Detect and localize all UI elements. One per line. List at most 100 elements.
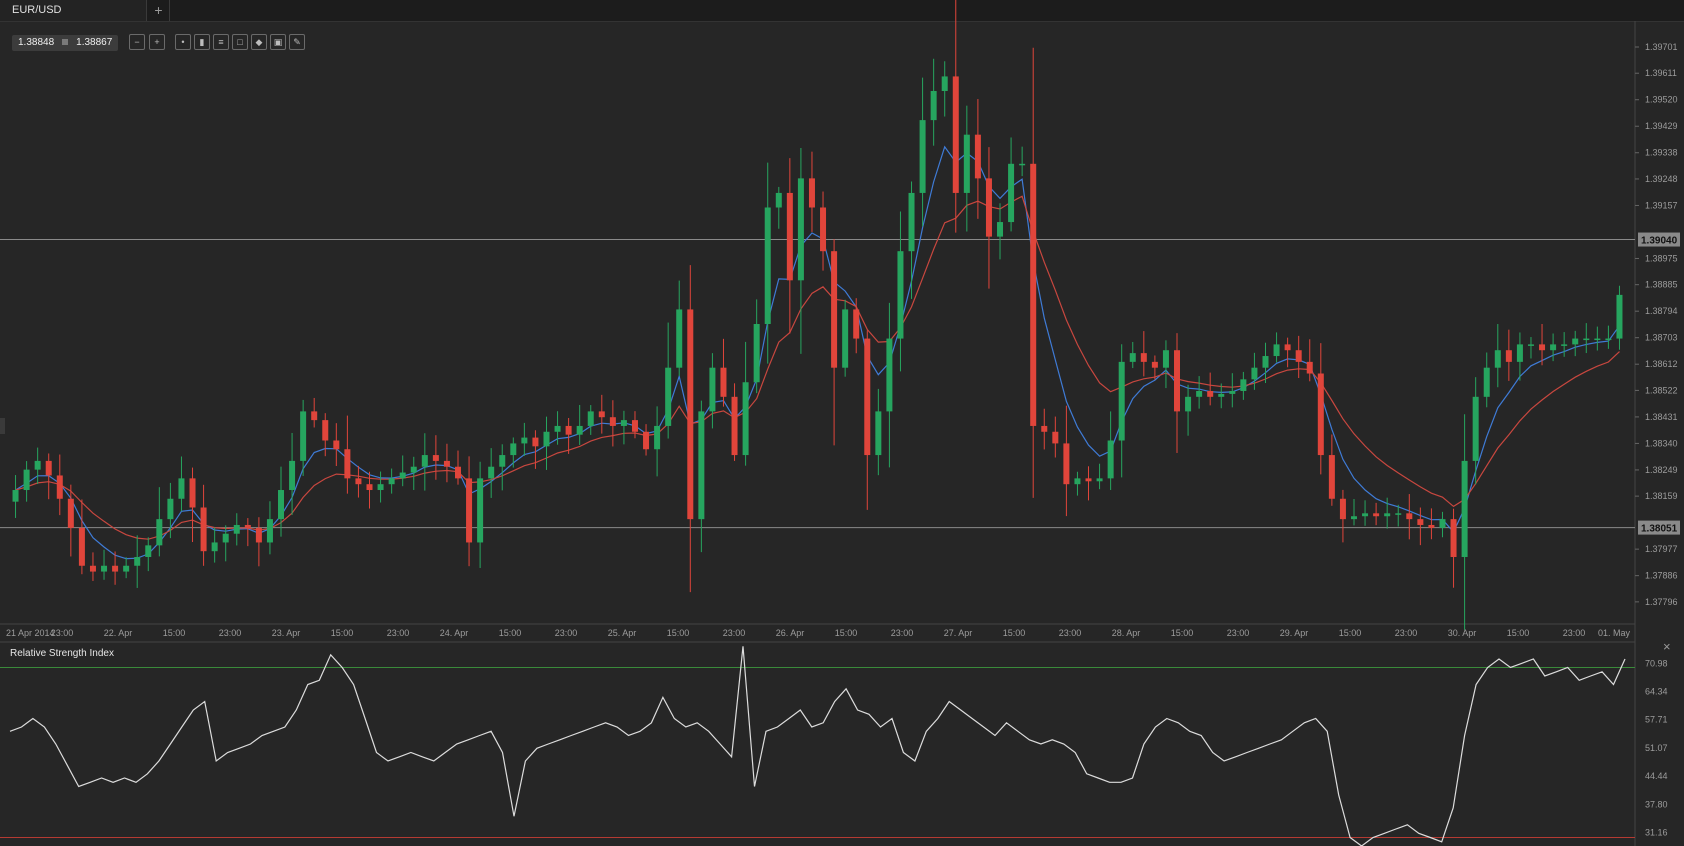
bull-candle — [1605, 338, 1612, 341]
time-tick-label: 23:00 — [219, 628, 242, 638]
bull-candle — [1008, 163, 1015, 223]
candlestick-type-icon[interactable]: ▮ — [194, 34, 210, 50]
objects-icon[interactable]: ◆ — [251, 34, 267, 50]
bear-candle — [1450, 519, 1457, 558]
rsi-tick-label: 70.98 — [1645, 658, 1668, 668]
bull-candle — [1251, 367, 1258, 380]
bull-candle — [1096, 478, 1103, 482]
bull-candle — [510, 443, 517, 456]
time-tick-label: 23:00 — [1059, 628, 1082, 638]
bull-candle — [399, 472, 406, 479]
price-line-label: 1.39040 — [1641, 236, 1678, 247]
bear-candle — [643, 431, 650, 450]
bear-candle — [565, 425, 572, 435]
bear-candle — [1306, 361, 1313, 374]
bull-candle — [1572, 338, 1579, 345]
bear-candle — [189, 478, 196, 508]
rsi-title: Relative Strength Index — [10, 648, 114, 659]
time-tick-label: 27. Apr — [944, 628, 973, 638]
timeframe-icon[interactable]: • — [175, 34, 191, 50]
bull-candle — [1583, 338, 1590, 341]
draw-icon[interactable]: ✎ — [289, 34, 305, 50]
bull-candle — [742, 382, 749, 456]
time-tick-label: 23:00 — [51, 628, 74, 638]
indicators-icon[interactable]: ≡ — [213, 34, 229, 50]
add-tab-button[interactable]: + — [148, 0, 170, 21]
bull-candle — [101, 565, 108, 572]
bull-candle — [930, 90, 937, 121]
bear-candle — [631, 420, 638, 432]
time-tick-label: 23:00 — [555, 628, 578, 638]
rsi-line — [9, 646, 1626, 846]
template-icon[interactable]: □ — [232, 34, 248, 50]
bull-candle — [1262, 356, 1269, 368]
bull-candle — [842, 309, 849, 368]
time-tick-label: 30. Apr — [1448, 628, 1477, 638]
bull-candle — [1362, 513, 1369, 517]
time-tick-label: 23. Apr — [272, 628, 301, 638]
bear-candle — [598, 411, 605, 418]
tab-eurusd[interactable]: EUR/USD — [0, 0, 147, 21]
time-tick-label: 23:00 — [891, 628, 914, 638]
panel-collapse-handle[interactable] — [0, 418, 5, 434]
bear-candle — [67, 498, 74, 528]
bear-candle — [808, 178, 815, 208]
bull-candle — [477, 478, 484, 543]
candles — [12, 0, 1623, 630]
bull-candle — [1273, 344, 1280, 357]
bear-candle — [322, 420, 329, 441]
time-tick-label: 15:00 — [163, 628, 186, 638]
bear-candle — [786, 192, 793, 281]
bear-candle — [355, 478, 362, 485]
bull-candle — [676, 309, 683, 368]
bull-candle — [145, 545, 152, 558]
bear-candle — [1151, 361, 1158, 368]
ask-price: 1.38867 — [76, 37, 113, 48]
bull-candle — [1185, 396, 1192, 412]
time-tick-label: 29. Apr — [1280, 628, 1309, 638]
bear-candle — [344, 449, 351, 479]
moving-averages — [15, 145, 1620, 560]
bull-candle — [875, 411, 882, 456]
bull-candle — [908, 192, 915, 252]
bull-candle — [300, 411, 307, 461]
time-tick-label: 15:00 — [835, 628, 858, 638]
bull-candle — [941, 76, 948, 91]
price-tick-label: 1.38703 — [1645, 333, 1678, 343]
price-tick-label: 1.39611 — [1645, 68, 1677, 78]
bear-candle — [1317, 373, 1324, 456]
bull-candle — [797, 178, 804, 281]
zoom-in-icon[interactable]: + — [149, 34, 165, 50]
bear-candle — [1030, 163, 1037, 426]
bull-candle — [1439, 519, 1446, 528]
time-tick-label: 23:00 — [1227, 628, 1250, 638]
bull-candle — [421, 455, 428, 467]
bull-candle — [576, 425, 583, 435]
bull-candle — [1594, 338, 1601, 341]
bear-candle — [112, 565, 119, 572]
bull-candle — [233, 524, 240, 534]
zoom-out-icon[interactable]: − — [129, 34, 145, 50]
time-tick-label: 15:00 — [1171, 628, 1194, 638]
screenshot-icon[interactable]: ▣ — [270, 34, 286, 50]
bear-candle — [1339, 498, 1346, 520]
time-tick-label: 01. May — [1598, 628, 1631, 638]
bull-candle — [1107, 440, 1114, 479]
bear-candle — [853, 309, 860, 339]
bull-candle — [488, 466, 495, 479]
time-tick-label: 23:00 — [723, 628, 746, 638]
bear-candle — [831, 251, 838, 368]
bull-candle — [156, 519, 163, 546]
price-line-label: 1.38051 — [1641, 524, 1678, 535]
price-tick-label: 1.38249 — [1645, 465, 1678, 475]
bear-candle — [1328, 455, 1335, 499]
bull-candle — [1472, 396, 1479, 461]
bear-candle — [1174, 350, 1181, 412]
bull-candle — [1616, 294, 1623, 339]
bear-candle — [78, 527, 85, 566]
bear-candle — [974, 134, 981, 179]
close-rsi-icon[interactable]: × — [1663, 639, 1671, 654]
price-tick-label: 1.37977 — [1645, 544, 1678, 554]
bear-candle — [864, 338, 871, 456]
bear-candle — [1207, 390, 1214, 397]
